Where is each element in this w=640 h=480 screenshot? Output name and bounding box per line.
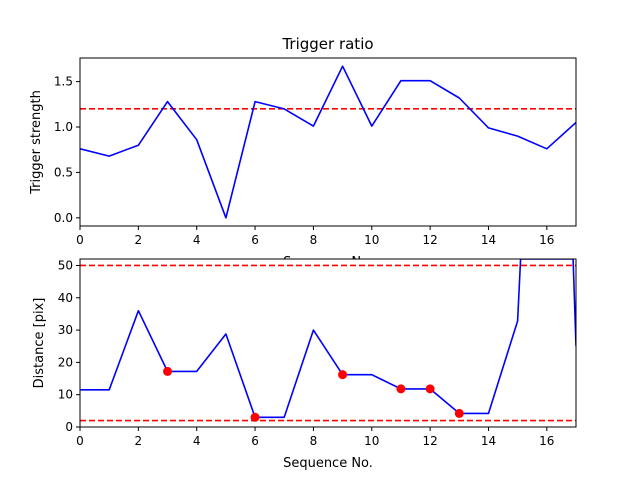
y-tick-label: 50	[58, 258, 73, 272]
axes-frame	[79, 57, 577, 227]
y-tick-label: 0	[65, 420, 73, 434]
x-tick-label: 8	[310, 434, 318, 448]
x-tick-label: 6	[251, 434, 259, 448]
marker-point	[338, 370, 348, 380]
plot-bottom: 0 2 4 6 8 10 12 14 16 0 10 20 30 40 50	[58, 258, 577, 448]
marker-point	[163, 366, 173, 376]
x-tick-label: 14	[481, 434, 496, 448]
series-line	[80, 65, 576, 219]
y-tick-label: 30	[58, 323, 73, 337]
plot-top: 0 2 4 6 8 10 12 14 16 0.0 0.5 1.0 1.5	[54, 57, 577, 247]
x-tick-label: 16	[539, 434, 554, 448]
y-axis-label-top: Trigger strength	[29, 90, 44, 195]
y-tick-label: 0.5	[54, 165, 73, 179]
x-tick-label: 8	[310, 233, 318, 247]
x-tick-label: 4	[193, 233, 201, 247]
y-tick-label: 20	[58, 355, 73, 369]
y-tick-label: 40	[58, 291, 73, 305]
y-axis-label-bottom: Distance [pix]	[32, 298, 47, 389]
y-tick-label: 1.0	[54, 120, 73, 134]
marker-point	[454, 408, 464, 418]
x-tick-label: 14	[481, 233, 496, 247]
x-tick-label: 12	[422, 233, 437, 247]
chart-title: Trigger ratio	[281, 35, 373, 53]
x-tick-label: 12	[422, 434, 437, 448]
x-tick-label: 6	[251, 233, 259, 247]
x-tick-label: 0	[76, 233, 84, 247]
marker-point	[250, 412, 260, 422]
x-tick-label: 4	[193, 434, 201, 448]
x-tick-label: 0	[76, 434, 84, 448]
y-tick-label: 1.5	[54, 75, 73, 89]
x-axis-label-bottom: Sequence No.	[283, 456, 373, 471]
y-tick-label: 0.0	[54, 211, 73, 225]
marker-point	[396, 384, 406, 394]
marker-point	[425, 384, 435, 394]
y-tick-label: 10	[58, 388, 73, 402]
x-tick-label: 2	[135, 434, 143, 448]
x-tick-label: 2	[135, 233, 143, 247]
x-tick-label: 10	[364, 434, 379, 448]
x-tick-label: 10	[364, 233, 379, 247]
x-tick-label: 16	[539, 233, 554, 247]
axes-frame	[79, 258, 577, 428]
